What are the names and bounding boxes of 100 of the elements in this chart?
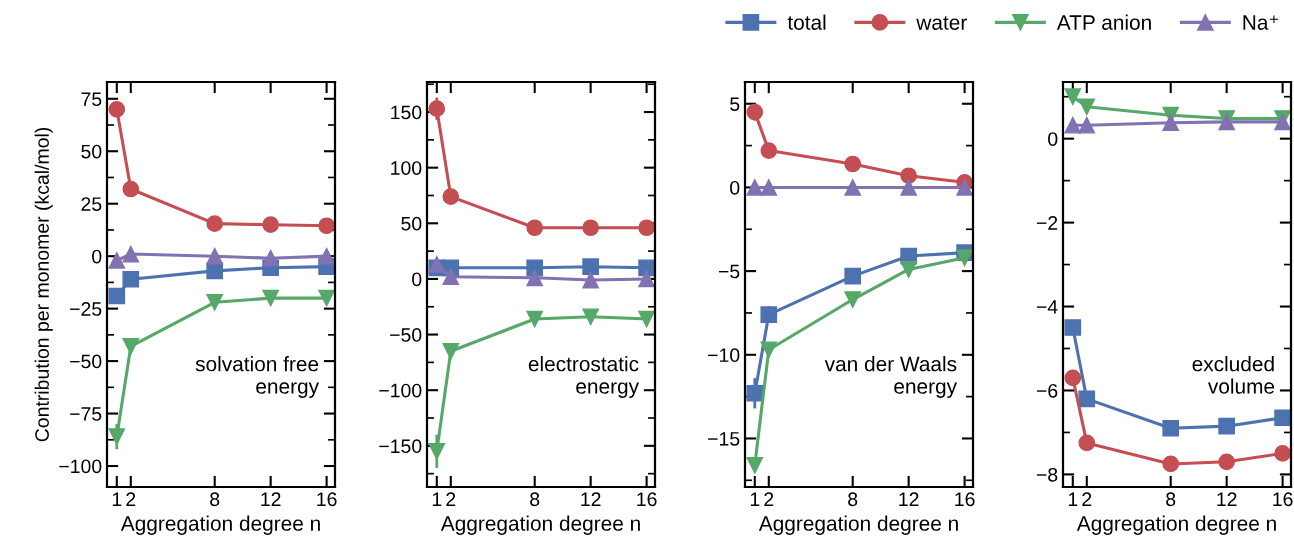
point <box>900 261 917 278</box>
x-tick-label: 16 <box>637 492 657 507</box>
y-tick-label: 0 <box>730 180 740 195</box>
point <box>1078 434 1096 452</box>
y-tick-label: 0 <box>1048 132 1058 146</box>
annotation: solvation free energy <box>195 356 320 398</box>
point <box>262 289 279 307</box>
x-tick-label: 2 <box>126 492 136 506</box>
point <box>428 256 446 273</box>
point <box>746 179 764 196</box>
y-tick-label: 50 <box>81 144 102 159</box>
x-axis-title: Aggregation degree n <box>120 515 320 535</box>
y-tick-label: −8 <box>1036 467 1058 482</box>
x-tick-label: 12 <box>1217 492 1237 506</box>
y-tick-label: 5 <box>730 97 740 111</box>
y-tick-label: −100 <box>379 383 422 398</box>
point <box>442 268 460 286</box>
x-tick-label: 12 <box>581 492 601 506</box>
y-tick-label: −10 <box>708 348 740 363</box>
legend-label: water <box>916 16 967 30</box>
point <box>318 247 335 265</box>
y-tick-label: −6 <box>1036 383 1058 398</box>
x-tick-label: 12 <box>261 492 281 506</box>
y-tick-label: 50 <box>401 216 422 231</box>
y-axis-title: Contribution per monomer (kcal/mol) <box>34 127 53 442</box>
x-axis-title: Aggregation degree n <box>758 515 958 535</box>
point <box>122 180 140 198</box>
point <box>760 306 778 323</box>
annotation: van der Waals energy <box>824 356 958 398</box>
x-tick-label: 8 <box>1166 492 1176 507</box>
point <box>1162 114 1180 132</box>
point <box>1078 390 1096 408</box>
point <box>318 217 335 235</box>
point <box>108 252 126 269</box>
x-tick-label: 1 <box>1068 492 1078 506</box>
point <box>206 215 224 232</box>
point <box>1078 116 1096 134</box>
point <box>1218 417 1235 435</box>
point <box>1218 453 1235 471</box>
legend-label: Na⁺ <box>1243 15 1279 30</box>
point <box>844 179 862 196</box>
point <box>956 179 973 196</box>
legend-label: ATP anion <box>1056 14 1151 30</box>
point <box>1162 419 1180 437</box>
point <box>582 258 599 276</box>
point <box>108 287 126 305</box>
point <box>1162 455 1180 473</box>
x-tick-label: 1 <box>112 492 122 506</box>
y-tick-label: −25 <box>70 302 102 316</box>
point <box>844 267 862 285</box>
point <box>582 271 599 289</box>
x-tick-label: 2 <box>446 492 456 506</box>
x-tick-label: 1 <box>750 492 760 506</box>
point <box>1078 98 1096 116</box>
point <box>760 179 778 196</box>
y-tick-label: −50 <box>390 328 422 342</box>
x-tick-label: 12 <box>899 492 919 506</box>
point <box>1064 319 1082 336</box>
point <box>746 456 764 474</box>
point <box>442 342 460 360</box>
y-tick-label: −2 <box>1036 216 1058 230</box>
y-tick-label: −50 <box>70 354 102 369</box>
y-tick-label: 75 <box>81 92 102 107</box>
y-tick-label: −5 <box>718 264 740 279</box>
x-tick-label: 8 <box>530 492 540 507</box>
x-tick-label: 16 <box>1273 492 1293 507</box>
point <box>900 179 917 196</box>
x-tick-label: 16 <box>955 492 975 507</box>
point <box>262 249 279 267</box>
point <box>956 249 973 267</box>
point <box>1064 116 1082 134</box>
x-tick-label: 2 <box>764 492 774 506</box>
x-axis-title: Aggregation degree n <box>440 515 640 535</box>
x-tick-label: 16 <box>317 492 337 507</box>
y-tick-label: 150 <box>391 105 422 120</box>
point <box>526 219 544 237</box>
y-tick-label: 0 <box>412 272 422 287</box>
point <box>1064 88 1082 106</box>
point <box>1274 445 1291 462</box>
point <box>206 247 224 265</box>
point <box>442 188 460 205</box>
point <box>638 310 655 328</box>
y-tick-label: −100 <box>59 459 102 474</box>
point <box>900 167 917 185</box>
legend-label: total <box>787 14 826 30</box>
x-tick-label: 1 <box>432 492 442 506</box>
point <box>122 245 140 263</box>
point <box>526 269 544 287</box>
point <box>582 308 599 326</box>
x-axis-title: Aggregation degree n <box>1076 515 1276 535</box>
annotation: electrostatic energy <box>528 356 640 398</box>
y-tick-label: 0 <box>92 249 102 264</box>
point <box>206 294 224 311</box>
y-tick-label: −4 <box>1036 300 1058 314</box>
point <box>638 219 655 237</box>
y-tick-label: −150 <box>379 439 422 454</box>
point <box>844 291 862 308</box>
point <box>582 219 599 237</box>
point <box>760 142 778 159</box>
point <box>318 289 335 307</box>
